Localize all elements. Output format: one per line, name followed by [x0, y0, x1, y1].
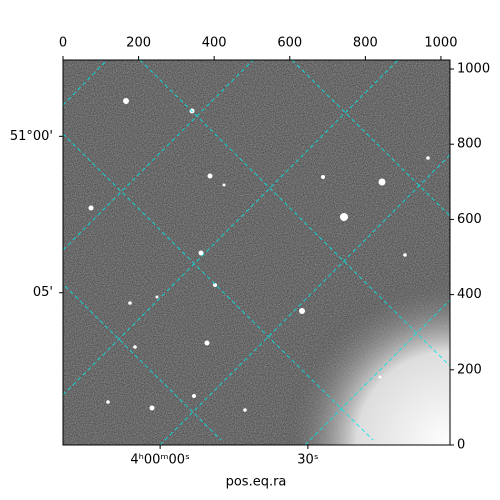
x-tick-label: 4ʰ00ᵐ00ˢ — [130, 453, 190, 468]
coordinate-grid — [63, 60, 450, 445]
y-tick-label: 600 — [457, 212, 482, 227]
y-tick-label: 200 — [457, 362, 482, 377]
grid-curve — [304, 299, 450, 445]
y-tick-label: 51°00' — [10, 129, 53, 144]
x-tick-label: 400 — [202, 36, 227, 51]
x-tick-label: 200 — [126, 36, 151, 51]
grid-curve — [63, 283, 222, 441]
grid-curve — [63, 60, 399, 396]
y-tick-label: 800 — [457, 137, 482, 152]
grid-curve — [63, 60, 108, 106]
grid-curve — [63, 60, 254, 251]
x-tick-label: 30ˢ — [297, 453, 319, 468]
x-tick-label: 1000 — [424, 36, 457, 51]
grid-curve — [63, 133, 374, 441]
y-tick-label: 1000 — [457, 62, 490, 77]
x-axis-label: pos.eq.ra — [226, 475, 287, 490]
axes-frame — [62, 59, 451, 446]
y-tick-label: 0 — [457, 438, 465, 453]
x-tick-label: 600 — [277, 36, 302, 51]
image — [63, 60, 450, 445]
grid-curve — [159, 154, 450, 445]
x-tick-label: 0 — [59, 36, 67, 51]
y-tick-label: 400 — [457, 287, 482, 302]
x-tick-label: 800 — [353, 36, 378, 51]
stars — [88, 98, 430, 412]
y-tick-label: 05' — [33, 285, 53, 300]
